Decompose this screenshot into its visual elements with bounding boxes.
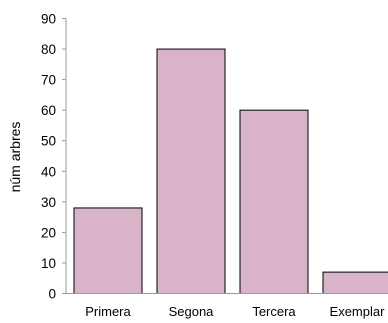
y-tick-label: 30 [41, 195, 56, 210]
x-category-label: Primera [85, 304, 131, 319]
bars [73, 48, 388, 295]
y-axis-ticks: 0 10 20 30 40 50 60 70 80 90 [41, 12, 66, 302]
y-tick-label: 0 [48, 287, 56, 302]
bar-tercera [239, 109, 309, 294]
x-category-label: Tercera [252, 304, 296, 319]
y-tick-label: 20 [41, 225, 56, 240]
y-tick-label: 80 [41, 42, 56, 57]
bar-segona [156, 48, 226, 294]
y-tick-label: 70 [41, 73, 56, 88]
x-category-label: Segona [169, 304, 215, 319]
x-axis-labels: Primera Segona Tercera Exemplar [85, 304, 385, 319]
y-tick-label: 40 [41, 164, 56, 179]
y-tick-label: 10 [41, 256, 56, 271]
y-axis-title: núm arbres [7, 122, 23, 193]
y-tick-label: 60 [41, 103, 56, 118]
y-tick-label: 90 [41, 12, 56, 27]
y-tick-label: 50 [41, 134, 56, 149]
x-category-label: Exemplar [330, 304, 386, 319]
bar-primera [73, 207, 143, 294]
bar-exemplar [322, 271, 388, 295]
